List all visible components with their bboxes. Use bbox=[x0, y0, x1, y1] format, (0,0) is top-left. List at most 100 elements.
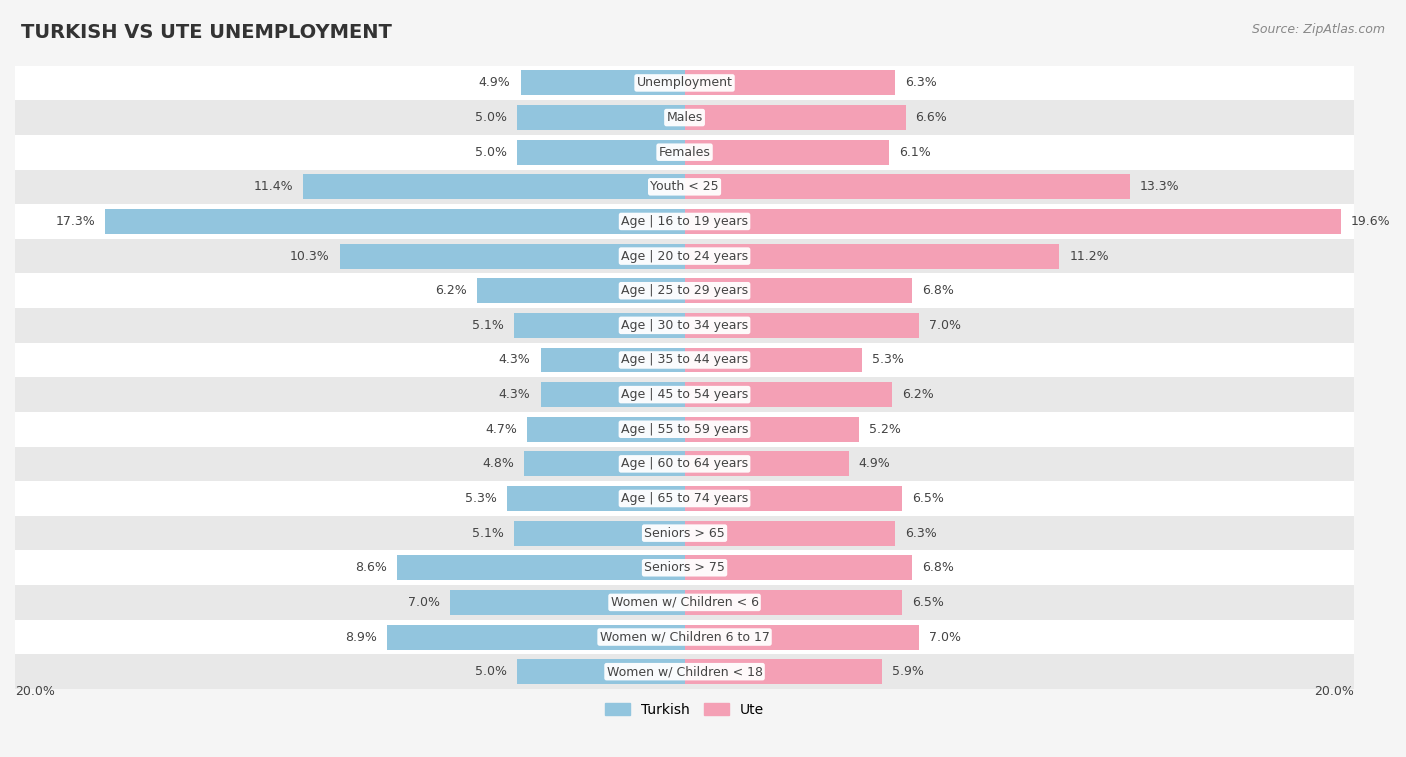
Bar bbox=[685, 70, 896, 95]
Bar bbox=[15, 550, 1354, 585]
Bar bbox=[685, 659, 882, 684]
Text: Source: ZipAtlas.com: Source: ZipAtlas.com bbox=[1251, 23, 1385, 36]
Bar bbox=[517, 659, 685, 684]
Bar bbox=[517, 105, 685, 130]
Text: 5.3%: 5.3% bbox=[872, 354, 904, 366]
Bar bbox=[477, 279, 685, 304]
Text: Age | 25 to 29 years: Age | 25 to 29 years bbox=[621, 284, 748, 298]
Text: Age | 35 to 44 years: Age | 35 to 44 years bbox=[621, 354, 748, 366]
Bar bbox=[15, 170, 1354, 204]
Text: 6.6%: 6.6% bbox=[915, 111, 948, 124]
Text: 6.5%: 6.5% bbox=[912, 596, 943, 609]
Text: Unemployment: Unemployment bbox=[637, 76, 733, 89]
Text: Age | 30 to 34 years: Age | 30 to 34 years bbox=[621, 319, 748, 332]
Bar bbox=[15, 135, 1354, 170]
Bar bbox=[302, 174, 685, 199]
Text: Age | 60 to 64 years: Age | 60 to 64 years bbox=[621, 457, 748, 470]
Text: 5.0%: 5.0% bbox=[475, 665, 508, 678]
Text: 4.3%: 4.3% bbox=[499, 388, 530, 401]
Bar bbox=[15, 204, 1354, 238]
Bar bbox=[15, 620, 1354, 654]
Bar bbox=[685, 140, 889, 165]
Text: 6.2%: 6.2% bbox=[903, 388, 934, 401]
Legend: Turkish, Ute: Turkish, Ute bbox=[599, 697, 769, 722]
Bar bbox=[15, 238, 1354, 273]
Text: Women w/ Children < 18: Women w/ Children < 18 bbox=[606, 665, 762, 678]
Bar bbox=[15, 343, 1354, 377]
Text: 10.3%: 10.3% bbox=[290, 250, 329, 263]
Bar bbox=[524, 451, 685, 476]
Text: 17.3%: 17.3% bbox=[56, 215, 96, 228]
Text: Age | 65 to 74 years: Age | 65 to 74 years bbox=[621, 492, 748, 505]
Bar bbox=[685, 244, 1060, 269]
Bar bbox=[15, 481, 1354, 516]
Bar bbox=[685, 556, 912, 580]
Text: 5.1%: 5.1% bbox=[472, 319, 503, 332]
Bar bbox=[387, 625, 685, 650]
Text: 6.2%: 6.2% bbox=[436, 284, 467, 298]
Text: 8.6%: 8.6% bbox=[354, 561, 387, 575]
Text: 4.7%: 4.7% bbox=[485, 422, 517, 436]
Text: Women w/ Children 6 to 17: Women w/ Children 6 to 17 bbox=[599, 631, 769, 643]
Bar bbox=[15, 447, 1354, 481]
Text: 6.5%: 6.5% bbox=[912, 492, 943, 505]
Bar bbox=[15, 100, 1354, 135]
Text: 11.2%: 11.2% bbox=[1070, 250, 1109, 263]
Bar bbox=[15, 585, 1354, 620]
Bar bbox=[685, 486, 903, 511]
Text: 5.3%: 5.3% bbox=[465, 492, 498, 505]
Text: 4.3%: 4.3% bbox=[499, 354, 530, 366]
Text: 5.1%: 5.1% bbox=[472, 527, 503, 540]
Text: 4.8%: 4.8% bbox=[482, 457, 513, 470]
Text: 5.0%: 5.0% bbox=[475, 145, 508, 159]
Bar bbox=[540, 382, 685, 407]
Bar bbox=[685, 417, 859, 442]
Bar bbox=[520, 70, 685, 95]
Text: 5.0%: 5.0% bbox=[475, 111, 508, 124]
Text: Women w/ Children < 6: Women w/ Children < 6 bbox=[610, 596, 759, 609]
Text: 6.8%: 6.8% bbox=[922, 561, 955, 575]
Bar bbox=[685, 347, 862, 372]
Bar bbox=[517, 140, 685, 165]
Text: 6.8%: 6.8% bbox=[922, 284, 955, 298]
Bar bbox=[540, 347, 685, 372]
Bar bbox=[105, 209, 685, 234]
Text: Age | 20 to 24 years: Age | 20 to 24 years bbox=[621, 250, 748, 263]
Bar bbox=[527, 417, 685, 442]
Bar bbox=[685, 313, 920, 338]
Bar bbox=[685, 174, 1130, 199]
Text: 13.3%: 13.3% bbox=[1140, 180, 1180, 193]
Bar bbox=[15, 308, 1354, 343]
Bar bbox=[15, 377, 1354, 412]
Text: 4.9%: 4.9% bbox=[478, 76, 510, 89]
Text: Males: Males bbox=[666, 111, 703, 124]
Text: Age | 55 to 59 years: Age | 55 to 59 years bbox=[621, 422, 748, 436]
Bar bbox=[450, 590, 685, 615]
Text: 20.0%: 20.0% bbox=[1315, 685, 1354, 698]
Text: 20.0%: 20.0% bbox=[15, 685, 55, 698]
Bar bbox=[513, 521, 685, 546]
Text: Age | 16 to 19 years: Age | 16 to 19 years bbox=[621, 215, 748, 228]
Text: Seniors > 75: Seniors > 75 bbox=[644, 561, 725, 575]
Text: TURKISH VS UTE UNEMPLOYMENT: TURKISH VS UTE UNEMPLOYMENT bbox=[21, 23, 392, 42]
Text: Age | 45 to 54 years: Age | 45 to 54 years bbox=[621, 388, 748, 401]
Bar bbox=[15, 654, 1354, 689]
Bar bbox=[685, 590, 903, 615]
Text: 7.0%: 7.0% bbox=[929, 319, 960, 332]
Bar bbox=[396, 556, 685, 580]
Bar bbox=[513, 313, 685, 338]
Bar bbox=[685, 625, 920, 650]
Text: 8.9%: 8.9% bbox=[344, 631, 377, 643]
Bar bbox=[15, 66, 1354, 100]
Bar bbox=[340, 244, 685, 269]
Text: Youth < 25: Youth < 25 bbox=[650, 180, 718, 193]
Bar bbox=[15, 273, 1354, 308]
Text: 6.3%: 6.3% bbox=[905, 527, 938, 540]
Text: 6.3%: 6.3% bbox=[905, 76, 938, 89]
Text: 11.4%: 11.4% bbox=[253, 180, 292, 193]
Bar bbox=[685, 209, 1341, 234]
Text: Females: Females bbox=[658, 145, 710, 159]
Text: 6.1%: 6.1% bbox=[898, 145, 931, 159]
Text: 7.0%: 7.0% bbox=[929, 631, 960, 643]
Text: 5.9%: 5.9% bbox=[893, 665, 924, 678]
